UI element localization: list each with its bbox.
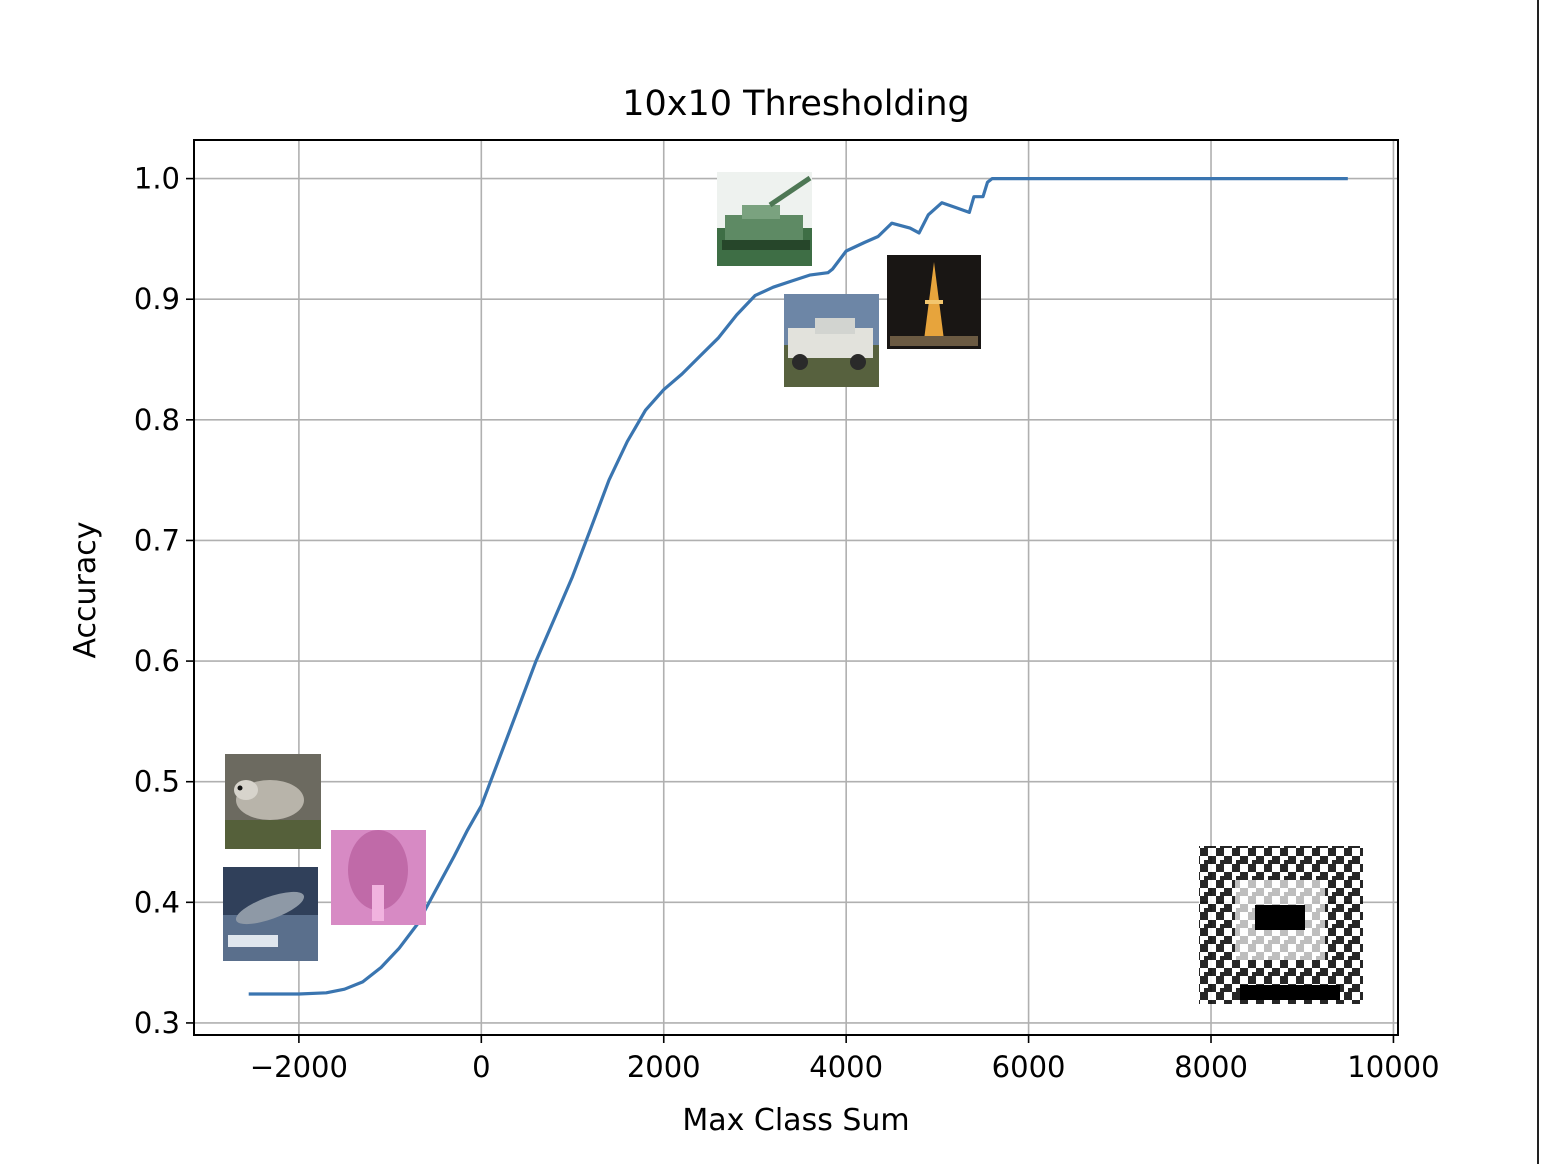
y-tick-label: 0.4 — [134, 885, 180, 919]
axes-frame — [193, 139, 1399, 1036]
tank-thumbnail — [717, 172, 812, 266]
series-layer — [248, 177, 1348, 996]
ticks: −2000 0 2000 4000 6000 8000 10000 0.3 0.4 0.5 0.6 0… — [134, 162, 1440, 1084]
y-tick-label: 0.3 — [134, 1006, 180, 1040]
eiffel-tower-thumbnail — [887, 255, 981, 349]
x-tick-label: 4000 — [809, 1050, 883, 1084]
y-tick-label: 1.0 — [134, 162, 180, 196]
y-tick-label: 0.7 — [134, 523, 180, 557]
threshold-pattern-thumbnail — [1199, 846, 1363, 1004]
dolphin-thumbnail — [223, 867, 318, 961]
y-tick-label: 0.8 — [134, 403, 180, 437]
x-axis-label: Max Class Sum — [682, 1103, 909, 1138]
x-tick-label: 8000 — [1174, 1050, 1248, 1084]
x-tick-label: 6000 — [992, 1050, 1066, 1084]
x-tick-label: 0 — [472, 1050, 490, 1084]
thumbnails — [223, 172, 1363, 1004]
y-tick-label: 0.9 — [134, 282, 180, 316]
truck-thumbnail — [784, 294, 879, 387]
accuracy-series-line — [248, 177, 1348, 996]
pink-flower-thumbnail — [331, 830, 426, 925]
chart-title: 10x10 Thresholding — [622, 84, 970, 124]
x-tick-label: 2000 — [627, 1050, 701, 1084]
y-tick-label: 0.6 — [134, 644, 180, 678]
y-tick-label: 0.5 — [134, 765, 180, 799]
x-tick-label: −2000 — [250, 1050, 348, 1084]
y-axis-label: Accuracy — [68, 522, 103, 659]
x-tick-label: 10000 — [1347, 1050, 1439, 1084]
opossum-thumbnail — [225, 754, 321, 849]
page-border — [1537, 0, 1539, 1164]
